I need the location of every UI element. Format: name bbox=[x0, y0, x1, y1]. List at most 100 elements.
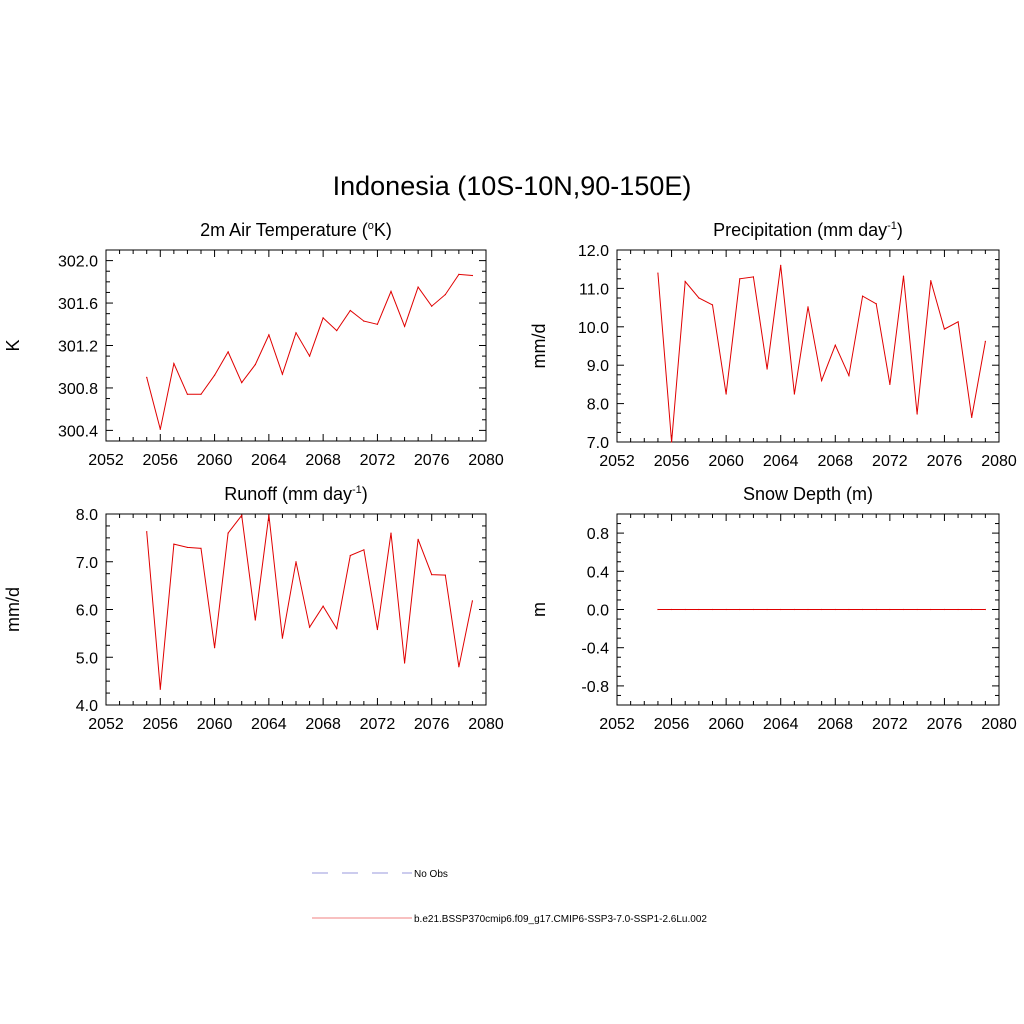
data-point bbox=[902, 608, 905, 611]
data-point bbox=[957, 608, 959, 611]
x-tick-label: 2064 bbox=[251, 452, 287, 469]
figure-title: Indonesia (10S-10N,90-150E) bbox=[333, 171, 692, 201]
data-point bbox=[889, 383, 891, 385]
data-point bbox=[227, 532, 229, 534]
data-point bbox=[241, 514, 243, 517]
legend-label-2: b.e21.BSSP370cmip6.f09_g17.CMIP6-SSP3-7.… bbox=[414, 914, 707, 925]
panel-title-superscript: o bbox=[368, 220, 374, 232]
x-tick-label: 2064 bbox=[251, 716, 287, 733]
x-tick-label: 2068 bbox=[817, 716, 853, 733]
data-point bbox=[752, 608, 755, 611]
legend: No Obs b.e21.BSSP370cmip6.f09_g17.CMIP6-S… bbox=[312, 869, 707, 925]
panels: 2052 2056 2060 2064 2068 2072 2076 2080 300.4 300… bbox=[3, 220, 1017, 733]
x-tick-label: 2072 bbox=[872, 453, 908, 470]
data-point bbox=[403, 325, 406, 327]
panel-title-text: Precipitation (mm day bbox=[713, 220, 887, 240]
data-point bbox=[390, 290, 392, 292]
data-point bbox=[281, 373, 284, 375]
data-point bbox=[930, 608, 932, 611]
y-axis-label: mm/d bbox=[3, 587, 23, 632]
series-line bbox=[146, 514, 473, 690]
data-point bbox=[322, 605, 324, 607]
data-point bbox=[254, 619, 256, 621]
panel-title: Runoff (mm day-1) bbox=[224, 484, 368, 504]
data-point bbox=[146, 376, 148, 378]
data-point bbox=[308, 355, 311, 357]
data-point bbox=[458, 273, 460, 276]
data-point bbox=[821, 608, 823, 611]
data-point bbox=[670, 608, 673, 611]
x-tick-label: 2072 bbox=[872, 716, 908, 733]
panel-title: Snow Depth (m) bbox=[743, 484, 873, 504]
series-line bbox=[657, 265, 986, 443]
data-point bbox=[159, 688, 161, 690]
data-point bbox=[146, 531, 148, 533]
data-point bbox=[971, 416, 973, 419]
data-point bbox=[336, 330, 338, 332]
data-point bbox=[793, 608, 795, 611]
data-point bbox=[739, 608, 741, 611]
panel-title: 2m Air Temperature (oK) bbox=[200, 220, 392, 240]
data-point bbox=[766, 608, 768, 611]
data-point bbox=[444, 293, 446, 296]
x-tick-label: 2064 bbox=[763, 453, 799, 470]
data-point bbox=[752, 276, 755, 278]
data-point bbox=[200, 393, 202, 395]
data-point bbox=[173, 362, 175, 365]
y-tick-label: 10.0 bbox=[578, 320, 609, 337]
data-point bbox=[684, 608, 686, 611]
data-point bbox=[471, 274, 474, 277]
panel-4: 2052 2056 2060 2064 2068 2072 2076 2080 -0.8 -0.4… bbox=[529, 484, 1017, 733]
y-tick-label: 7.0 bbox=[587, 435, 609, 452]
data-point bbox=[711, 304, 714, 306]
data-point bbox=[349, 309, 351, 312]
x-tick-label: 2072 bbox=[360, 716, 396, 733]
data-point bbox=[943, 608, 946, 611]
panel-title-superscript: -1 bbox=[352, 484, 362, 496]
plot-frame bbox=[105, 249, 487, 442]
data-point bbox=[670, 441, 673, 443]
data-point bbox=[417, 286, 419, 288]
data-point bbox=[766, 368, 768, 370]
x-tick-label: 2052 bbox=[599, 453, 635, 470]
panel-title-end: ) bbox=[362, 484, 368, 504]
data-point bbox=[848, 608, 850, 611]
series-line bbox=[146, 273, 473, 430]
panel-title-end: ) bbox=[897, 220, 903, 240]
data-point bbox=[711, 608, 714, 611]
data-point bbox=[902, 275, 905, 277]
y-tick-label: 9.0 bbox=[587, 358, 609, 375]
data-point bbox=[471, 600, 474, 602]
data-point bbox=[186, 393, 189, 395]
y-axis-label: mm/d bbox=[529, 324, 549, 369]
x-tick-label: 2052 bbox=[88, 452, 124, 469]
y-axis-label: m bbox=[529, 602, 549, 617]
x-tick-label: 2080 bbox=[981, 453, 1017, 470]
panel-1: 2052 2056 2060 2064 2068 2072 2076 2080 300.4 300… bbox=[3, 220, 504, 469]
x-tick-label: 2080 bbox=[981, 716, 1017, 733]
y-tick-label: 8.0 bbox=[587, 397, 609, 414]
x-tick-label: 2056 bbox=[142, 716, 178, 733]
data-point bbox=[336, 628, 338, 630]
y-tick-label: 300.4 bbox=[58, 423, 98, 440]
data-point bbox=[698, 297, 700, 299]
y-tick-label: 0.8 bbox=[587, 526, 609, 543]
data-point bbox=[213, 647, 216, 649]
data-point bbox=[200, 547, 202, 549]
data-point bbox=[431, 574, 433, 576]
data-point bbox=[807, 306, 809, 308]
x-tick-label: 2060 bbox=[708, 453, 744, 470]
panel-title: Precipitation (mm day-1) bbox=[713, 220, 903, 240]
legend-label-1: No Obs bbox=[414, 869, 448, 880]
x-tick-label: 2080 bbox=[468, 716, 504, 733]
data-point bbox=[861, 608, 864, 611]
data-point bbox=[657, 608, 659, 611]
data-point bbox=[417, 538, 419, 540]
data-point bbox=[159, 428, 161, 430]
data-point bbox=[227, 351, 229, 353]
y-tick-label: 11.0 bbox=[579, 281, 609, 298]
data-point bbox=[875, 303, 877, 305]
x-tick-label: 2056 bbox=[654, 716, 690, 733]
x-tick-label: 2076 bbox=[414, 452, 450, 469]
data-point bbox=[834, 344, 836, 346]
